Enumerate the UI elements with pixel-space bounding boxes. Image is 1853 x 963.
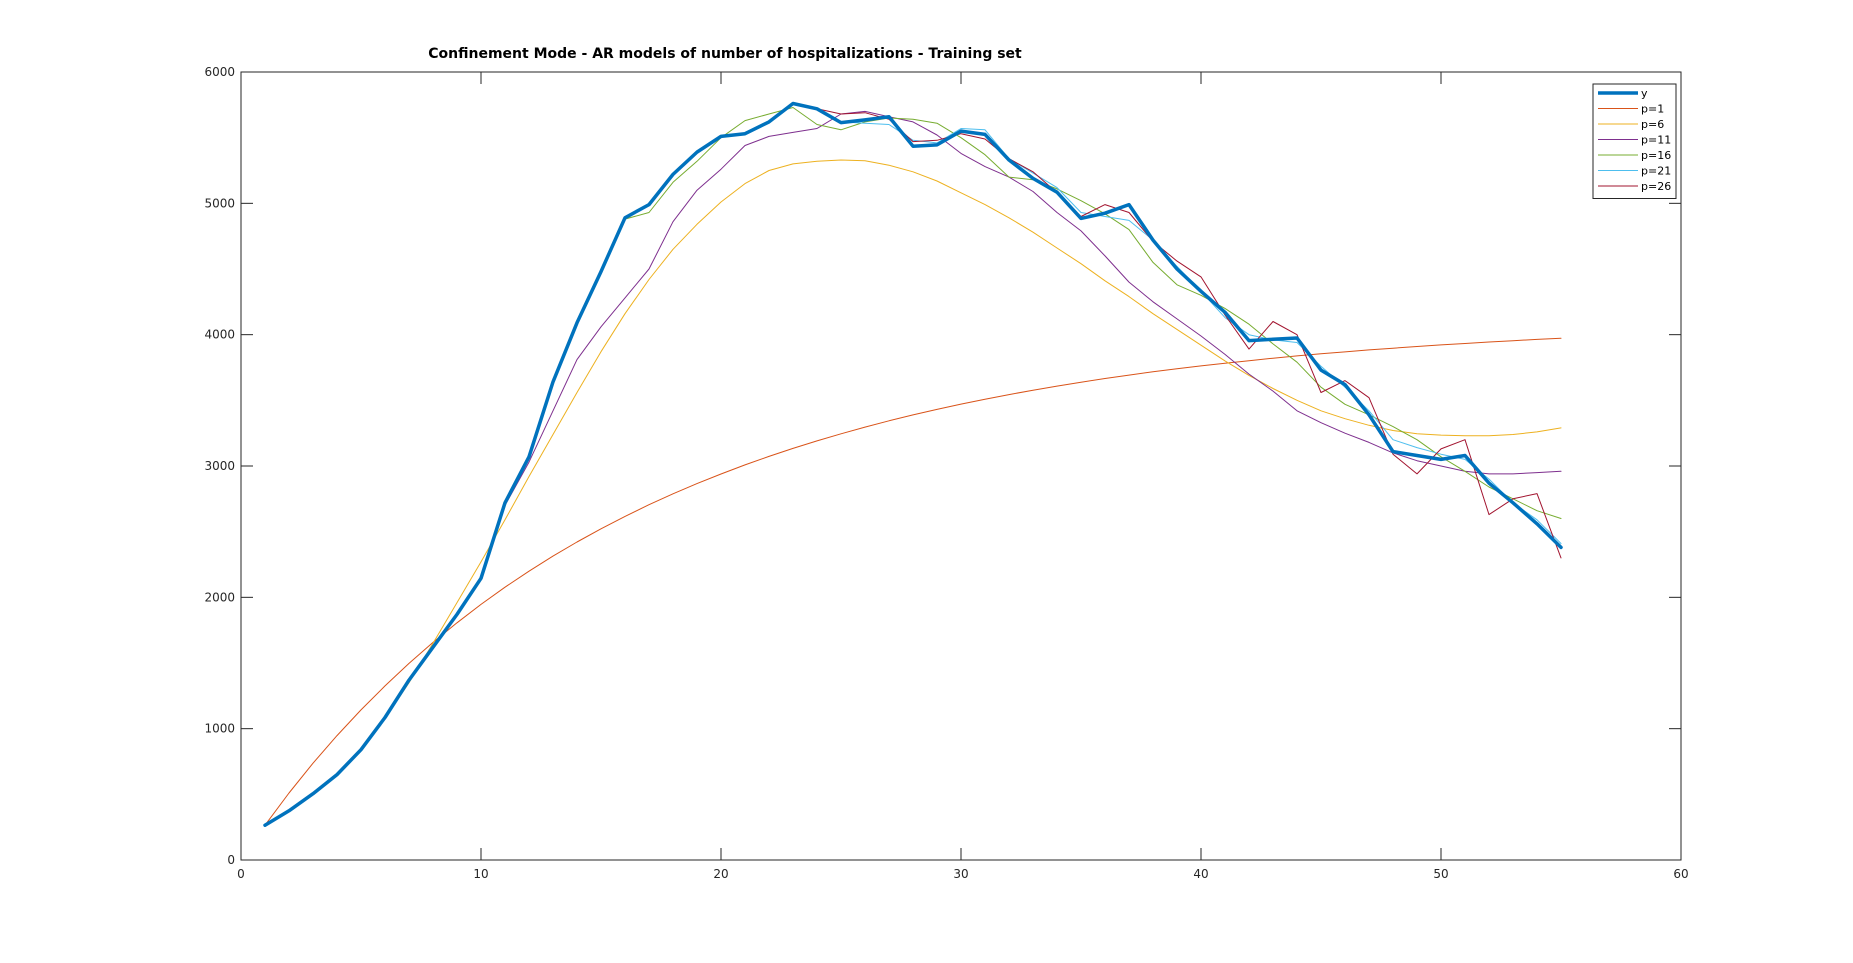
y-tick-label: 3000 <box>204 459 235 473</box>
legend-label: p=6 <box>1641 118 1664 131</box>
x-tick-label: 30 <box>953 867 968 881</box>
axes-layer: 0 10 20 30 40 50 60 0 1000 2000 3000 4000 5000 6000 <box>204 65 1688 881</box>
y-tick-label: 4000 <box>204 328 235 342</box>
series-line-y <box>263 101 1563 827</box>
legend-label: p=1 <box>1641 103 1664 116</box>
legend-label: p=16 <box>1641 149 1671 162</box>
x-tick-label: 50 <box>1433 867 1448 881</box>
plot-area <box>241 72 1681 860</box>
series-line-p-1 <box>264 337 1562 826</box>
series-line-p-6 <box>264 159 1562 826</box>
y-tick-label: 1000 <box>204 722 235 736</box>
x-tick-label: 60 <box>1673 867 1688 881</box>
series-layer <box>263 101 1563 827</box>
x-tick-label: 20 <box>713 867 728 881</box>
x-tick-label: 10 <box>473 867 488 881</box>
legend-label: y <box>1641 87 1648 100</box>
chart-title: Confinement Mode - AR models of number o… <box>428 46 1022 62</box>
legend: y p=1 p=6 p=11 p=16 p=21 p=26 <box>1592 83 1677 199</box>
legend-box <box>1592 83 1677 199</box>
y-tick-label: 5000 <box>204 196 235 210</box>
legend-label: p=26 <box>1641 180 1671 193</box>
legend-label: p=11 <box>1641 134 1671 147</box>
plot-background <box>241 72 1681 860</box>
y-tick-label: 0 <box>227 853 235 867</box>
x-tick-label: 40 <box>1193 867 1208 881</box>
y-tick-label: 6000 <box>204 65 235 79</box>
legend-label: p=21 <box>1641 165 1671 178</box>
x-tick-label: 0 <box>237 867 245 881</box>
y-tick-label: 2000 <box>204 590 235 604</box>
